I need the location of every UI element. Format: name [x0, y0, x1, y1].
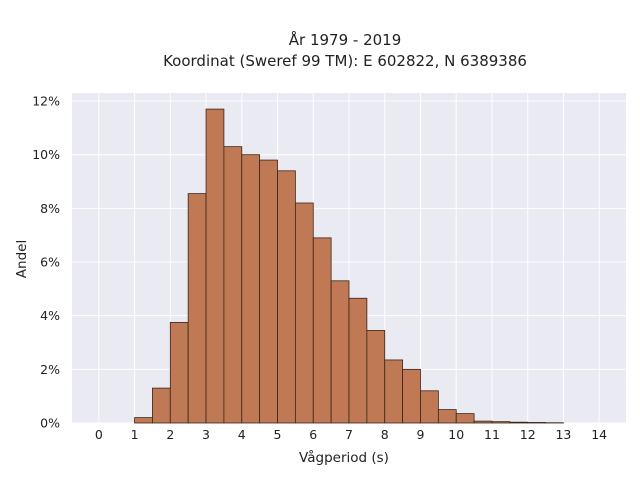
- x-tick-label: 1: [131, 427, 139, 442]
- histogram-bar: [527, 422, 546, 424]
- histogram-bar: [509, 421, 529, 424]
- histogram-bar: [420, 390, 439, 424]
- histogram-bar: [491, 421, 511, 424]
- chart-title: År 1979 - 2019: [289, 30, 402, 49]
- histogram-bar: [259, 159, 278, 424]
- x-tick-label: 14: [591, 427, 607, 442]
- x-tick-label: 0: [95, 427, 103, 442]
- x-axis-label: Vågperiod (s): [299, 449, 389, 466]
- x-tick-label: 8: [381, 427, 389, 442]
- y-axis-ticks: 0% 2% 4% 6% 8% 10% 12%: [32, 94, 60, 431]
- grid-lines: [72, 93, 626, 424]
- histogram-bar: [223, 146, 243, 424]
- histogram-bar: [348, 297, 368, 424]
- y-tick-label: 6%: [40, 255, 60, 270]
- histogram-bars: [134, 108, 564, 424]
- x-tick-label: 10: [448, 427, 464, 442]
- x-tick-label: 11: [484, 427, 500, 442]
- y-tick-label: 0%: [40, 416, 60, 431]
- histogram-bar: [169, 321, 189, 424]
- histogram-bar: [241, 154, 261, 424]
- histogram-bar: [312, 237, 332, 424]
- x-tick-label: 3: [202, 427, 210, 442]
- x-tick-label: 4: [238, 427, 246, 442]
- x-tick-label: 12: [520, 427, 536, 442]
- y-tick-label: 12%: [32, 94, 60, 109]
- histogram-bar: [187, 193, 207, 424]
- histogram-bar: [384, 359, 404, 424]
- y-tick-label: 2%: [40, 362, 60, 377]
- y-tick-label: 8%: [40, 201, 60, 216]
- x-tick-label: 2: [166, 427, 174, 442]
- histogram-bar: [455, 413, 475, 424]
- histogram-bar: [134, 417, 153, 424]
- histogram-bar: [205, 108, 225, 424]
- histogram-bar: [277, 170, 296, 424]
- x-tick-label: 9: [417, 427, 425, 442]
- x-tick-label: 13: [555, 427, 571, 442]
- histogram-bar: [294, 202, 314, 424]
- histogram-bar: [152, 387, 171, 424]
- histogram-bar: [366, 330, 386, 424]
- y-axis-label: Andel: [14, 240, 30, 278]
- histogram-bar: [402, 368, 421, 424]
- x-tick-label: 5: [274, 427, 282, 442]
- histogram-bar: [473, 420, 493, 424]
- y-tick-label: 10%: [32, 147, 60, 162]
- y-tick-label: 4%: [40, 308, 60, 323]
- x-tick-label: 7: [345, 427, 353, 442]
- chart-subtitle: Koordinat (Sweref 99 TM): E 602822, N 63…: [163, 52, 527, 70]
- x-tick-label: 6: [309, 427, 317, 442]
- x-axis-ticks: 0 1 2 3 4 5 6 7 8 9 10 11 12 13 14: [95, 427, 607, 442]
- histogram-bar: [437, 409, 457, 424]
- histogram-bar: [330, 280, 350, 424]
